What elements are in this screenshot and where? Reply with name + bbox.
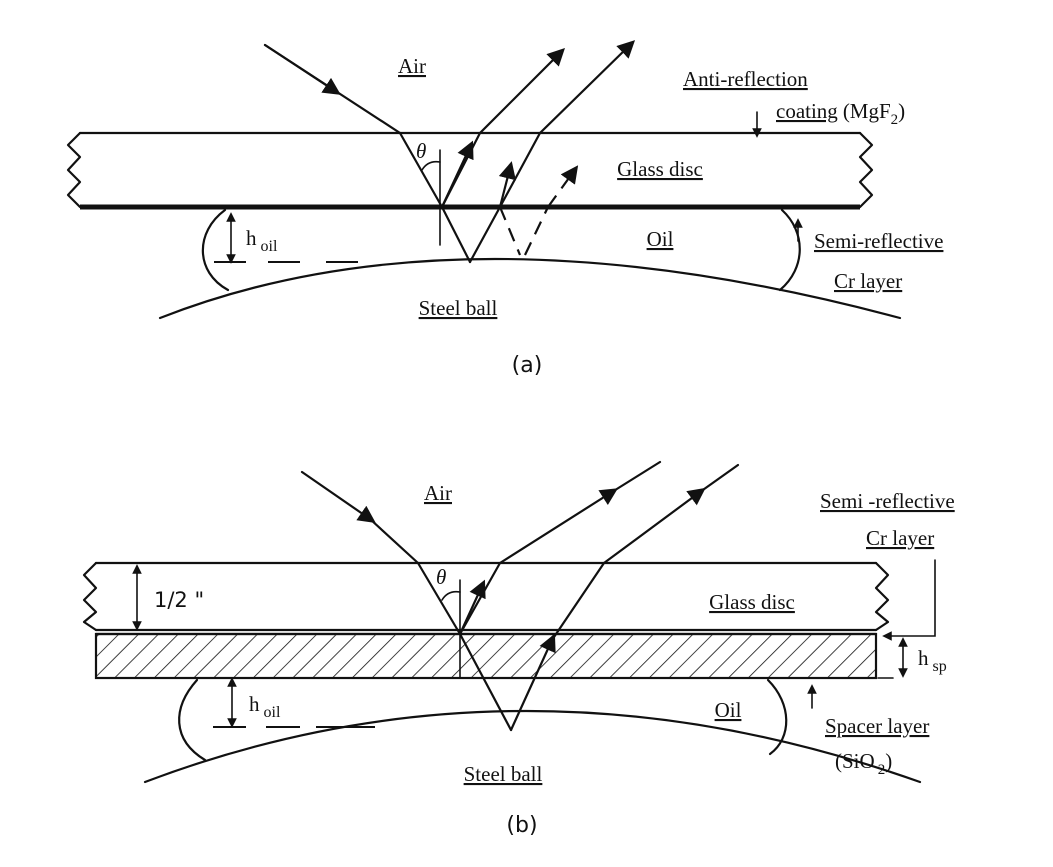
incident-ray-b bbox=[300, 470, 376, 524]
air-label-a: Air bbox=[398, 54, 426, 78]
glass-disc-label-a: Glass disc bbox=[617, 157, 703, 181]
h-sp-main-b: h bbox=[918, 646, 929, 670]
cr-layer-leader-b bbox=[882, 559, 936, 641]
caption-b: (b) bbox=[506, 813, 537, 838]
mgf-suffix: ) bbox=[898, 99, 905, 123]
oil-meniscus-right-a bbox=[778, 208, 801, 292]
h-main-a: h bbox=[246, 226, 257, 250]
semi-reflective-label-a: Semi-reflective bbox=[814, 229, 943, 253]
h-oil-label-a: h oil bbox=[246, 226, 278, 255]
theta-label-a: θ bbox=[416, 139, 426, 163]
anti-reflection-label: Anti-reflection bbox=[683, 67, 808, 91]
steel-ball-surface-a bbox=[158, 257, 902, 320]
break-left-a bbox=[66, 131, 82, 209]
oil-ray-a bbox=[440, 205, 472, 264]
theta-label-b: θ bbox=[436, 565, 446, 589]
reflected-ray-2-b bbox=[509, 633, 556, 732]
spacer-layer-label-b: Spacer layer bbox=[825, 714, 929, 738]
panel-b: Air Semi -reflective Cr layer 1/2 " θ Gl… bbox=[82, 460, 955, 838]
spacer-layer-b bbox=[94, 632, 878, 680]
cr-layer-label-a: Cr layer bbox=[834, 269, 902, 293]
oil-meniscus-left-b bbox=[178, 678, 207, 762]
caption-a: (a) bbox=[512, 353, 543, 378]
break-right-a bbox=[858, 131, 874, 209]
steel-ball-label-b: Steel ball bbox=[464, 762, 543, 786]
sio2-label-b: (SiO 2) bbox=[835, 749, 892, 778]
cr-layer-label-b: Cr layer bbox=[866, 526, 934, 550]
break-right-b bbox=[874, 561, 890, 632]
mgf-prefix: (MgF bbox=[843, 99, 891, 123]
coating-word: coating bbox=[776, 99, 838, 123]
panel-a: Air Anti-reflection coating (MgF2) θ Glas… bbox=[66, 40, 943, 378]
h-sub-a: oil bbox=[261, 238, 278, 255]
glass-disc-label-b: Glass disc bbox=[709, 590, 795, 614]
semi-reflective-label-b: Semi -reflective bbox=[820, 489, 955, 513]
thickness-label-b: 1/2 " bbox=[154, 588, 204, 612]
break-left-b bbox=[82, 561, 98, 632]
h-main-b: h bbox=[249, 692, 260, 716]
theta-arc-b bbox=[441, 590, 461, 601]
steel-ball-label-a: Steel ball bbox=[419, 296, 498, 320]
oil-label-b: Oil bbox=[715, 698, 742, 722]
oil-meniscus-left-a bbox=[201, 208, 230, 292]
sio-suffix: ) bbox=[885, 749, 892, 773]
h-sp-label-b: h sp bbox=[918, 646, 947, 675]
h-sub-b: oil bbox=[264, 704, 281, 721]
air-label-b: Air bbox=[424, 481, 452, 505]
reflected-ray-2-a bbox=[498, 161, 516, 209]
steel-ball-surface-b bbox=[143, 709, 922, 784]
h-sp-sub-b: sp bbox=[933, 658, 947, 675]
sio-sub: 2 bbox=[878, 762, 886, 778]
oil-label-a: Oil bbox=[647, 227, 674, 251]
mgf-sub: 2 bbox=[891, 112, 899, 128]
h-oil-label-b: h oil bbox=[249, 692, 281, 721]
sio-prefix: (SiO bbox=[835, 749, 875, 773]
oil-meniscus-right-b bbox=[766, 678, 788, 756]
glass-disc-a bbox=[66, 131, 874, 210]
theta-arc-a bbox=[421, 160, 441, 171]
multi-reflection-dashed-a bbox=[498, 206, 522, 256]
coating-label: coating (MgF2) bbox=[776, 99, 905, 128]
